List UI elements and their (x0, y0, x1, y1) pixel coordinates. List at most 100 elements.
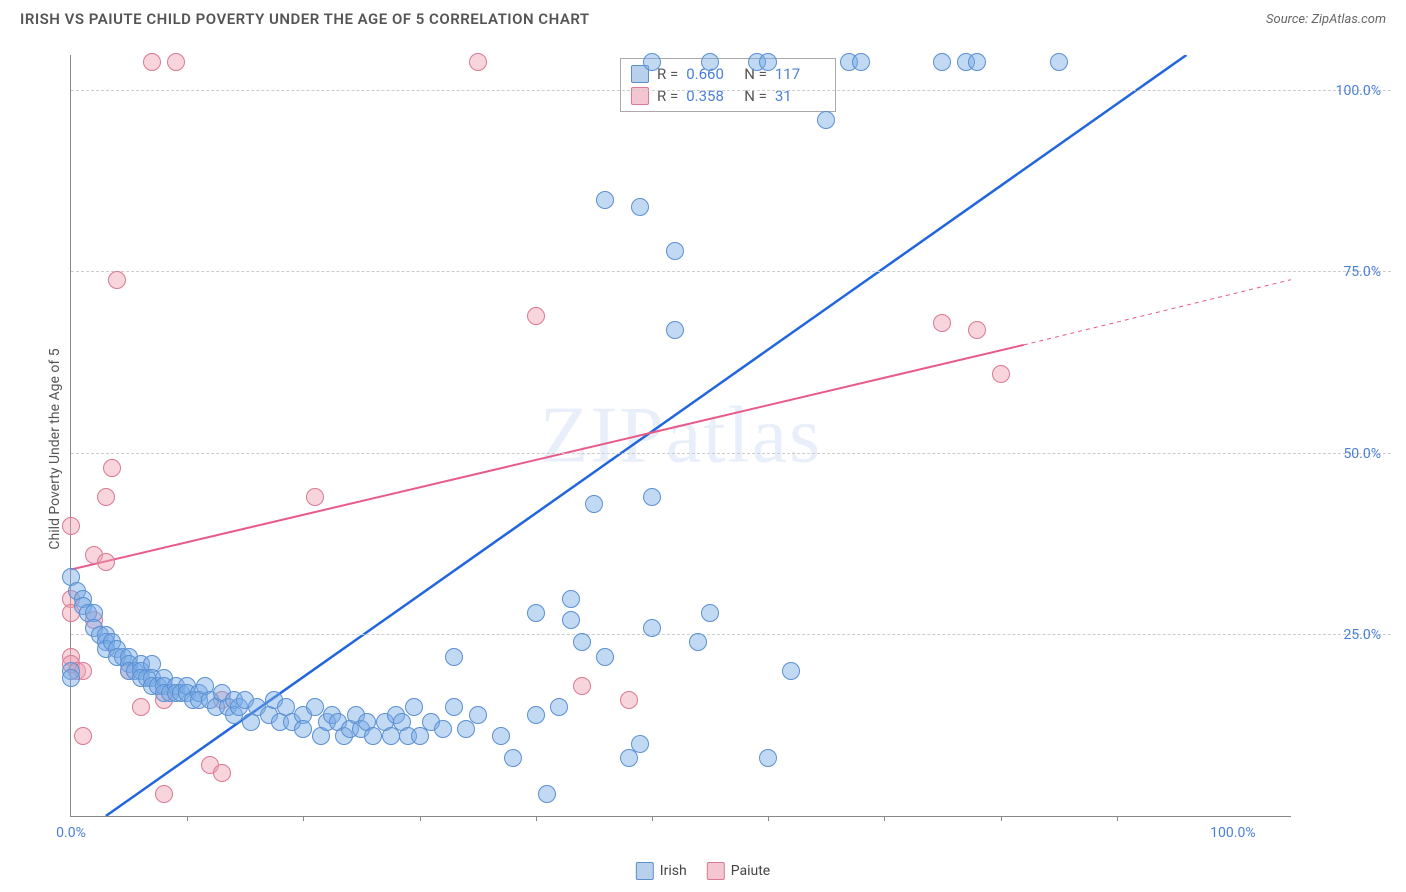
irish-point (933, 53, 951, 71)
y-tick-label: 75.0% (1343, 264, 1381, 280)
irish-point (596, 191, 614, 209)
paiute-point (155, 785, 173, 803)
gridline (71, 271, 1391, 272)
x-tick (536, 816, 537, 821)
paiute-point (97, 488, 115, 506)
irish-point (62, 669, 80, 687)
irish-point (689, 633, 707, 651)
irish-point (1050, 53, 1068, 71)
irish-point (852, 53, 870, 71)
x-tick-label: 100.0% (1210, 825, 1255, 841)
bottom-legend: Irish Paiute (636, 862, 770, 880)
source-prefix: Source: (1266, 12, 1311, 27)
paiute-point (213, 764, 231, 782)
irish-point (527, 706, 545, 724)
legend-item-irish: Irish (636, 862, 687, 880)
stats-row-paiute: R = 0.358 N = 31 (631, 85, 825, 107)
irish-point (469, 706, 487, 724)
paiute-point (306, 488, 324, 506)
x-tick (652, 816, 653, 821)
paiute-legend-label: Paiute (731, 863, 771, 879)
irish-point (643, 619, 661, 637)
stat-label-r: R = (657, 65, 678, 83)
irish-point (573, 633, 591, 651)
stats-row-irish: R = 0.660 N = 117 (631, 63, 825, 85)
gridline (71, 90, 1391, 91)
x-tick (187, 816, 188, 821)
irish-point (666, 242, 684, 260)
irish-point (782, 662, 800, 680)
irish-point (457, 720, 475, 738)
paiute-legend-swatch-icon (707, 862, 725, 880)
paiute-point (108, 271, 126, 289)
paiute-point (992, 365, 1010, 383)
irish-point (538, 785, 556, 803)
irish-point (701, 53, 719, 71)
irish-point (759, 749, 777, 767)
y-tick-label: 50.0% (1343, 446, 1381, 462)
irish-point (817, 111, 835, 129)
watermark-text: ZIPatlas (540, 390, 823, 481)
paiute-point (132, 698, 150, 716)
paiute-point (97, 553, 115, 571)
chart-container: Child Poverty Under the Age of 5 ZIPatla… (45, 45, 1391, 837)
legend-item-paiute: Paiute (707, 862, 771, 880)
irish-point (620, 749, 638, 767)
paiute-point (167, 53, 185, 71)
x-tick-label: 0.0% (56, 825, 86, 841)
x-tick (1001, 816, 1002, 821)
gridline (71, 453, 1391, 454)
irish-point (504, 749, 522, 767)
irish-point (550, 698, 568, 716)
irish-point (666, 321, 684, 339)
irish-point (294, 720, 312, 738)
plot-area: ZIPatlas R = 0.660 N = 117 R = 0.358 N =… (70, 55, 1291, 817)
irish-point (562, 590, 580, 608)
x-tick (1117, 816, 1118, 821)
irish-point (585, 495, 603, 513)
y-tick-label: 25.0% (1343, 627, 1381, 643)
paiute-point (103, 459, 121, 477)
irish-point (405, 698, 423, 716)
irish-point (643, 488, 661, 506)
paiute-point (933, 314, 951, 332)
irish-point (434, 720, 452, 738)
x-tick (884, 816, 885, 821)
irish-point (643, 53, 661, 71)
irish-point (759, 53, 777, 71)
irish-point (562, 611, 580, 629)
irish-point (445, 698, 463, 716)
paiute-point (620, 691, 638, 709)
irish-point (968, 53, 986, 71)
paiute-point (143, 53, 161, 71)
paiute-point (62, 517, 80, 535)
x-tick (768, 816, 769, 821)
paiute-point (74, 727, 92, 745)
irish-point (596, 648, 614, 666)
irish-point (701, 604, 719, 622)
irish-point (364, 727, 382, 745)
source-attribution: Source: ZipAtlas.com (1266, 12, 1386, 27)
irish-point (411, 727, 429, 745)
source-link[interactable]: ZipAtlas.com (1311, 12, 1386, 27)
paiute-point (469, 53, 487, 71)
irish-point (631, 735, 649, 753)
y-axis-label: Child Poverty Under the Age of 5 (47, 348, 63, 549)
paiute-point (573, 677, 591, 695)
y-tick-label: 100.0% (1336, 83, 1381, 99)
irish-point (527, 604, 545, 622)
chart-title: IRISH VS PAIUTE CHILD POVERTY UNDER THE … (20, 10, 590, 28)
gridline (71, 634, 1391, 635)
paiute-point (527, 307, 545, 325)
irish-point (382, 727, 400, 745)
irish-legend-swatch-icon (636, 862, 654, 880)
x-tick (303, 816, 304, 821)
x-tick (420, 816, 421, 821)
irish-legend-label: Irish (660, 863, 687, 879)
irish-point (492, 727, 510, 745)
irish-point (631, 198, 649, 216)
irish-point (445, 648, 463, 666)
chart-header: IRISH VS PAIUTE CHILD POVERTY UNDER THE … (0, 0, 1406, 36)
irish-n-value: 117 (775, 65, 825, 83)
paiute-point (968, 321, 986, 339)
